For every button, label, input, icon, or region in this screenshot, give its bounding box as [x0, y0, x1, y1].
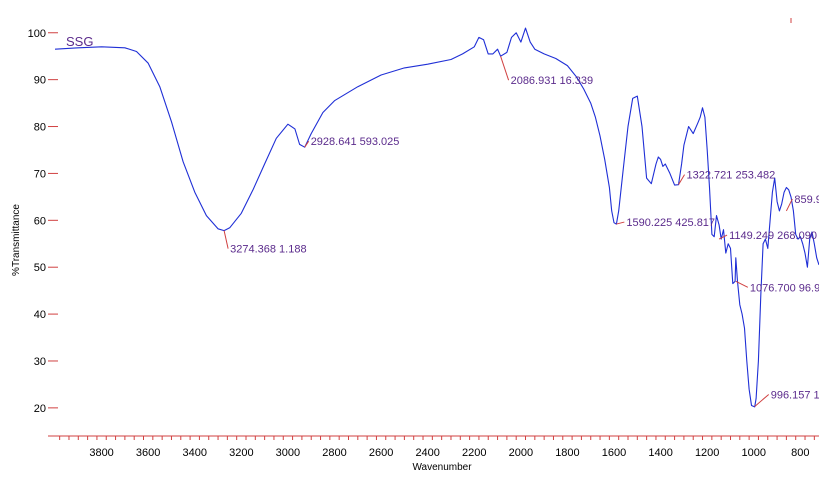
peak-leader-line [718, 234, 728, 240]
peak-leader-line [754, 394, 770, 407]
peak-leader-line [500, 56, 510, 81]
x-tick-label: 2000 [509, 447, 533, 459]
peak-label: 1076.700 96.910 [750, 282, 819, 294]
x-tick-label: 1800 [555, 447, 579, 459]
peak-leader-line [785, 198, 793, 212]
series-layer [54, 27, 819, 408]
y-tick-label: 100 [28, 28, 46, 40]
peak-leader-line [678, 174, 685, 185]
x-tick-label: 1600 [602, 447, 626, 459]
peak-leader-line [735, 280, 749, 288]
x-tick-label: 2200 [462, 447, 486, 459]
series-line-0 [54, 27, 819, 408]
peak-leader-line [616, 221, 625, 225]
peak-label: 1149.249 268.090 [729, 230, 817, 242]
peak-label: 3274.368 1.188 [230, 244, 306, 256]
x-tick-label: 3000 [276, 447, 300, 459]
x-tick-label: 2400 [415, 447, 439, 459]
y-axis-title: %Transmittance [11, 204, 22, 276]
x-tick-label: 1000 [742, 447, 766, 459]
y-tick-label: 70 [34, 168, 46, 180]
peak-label: 996.157 1672. [771, 389, 819, 401]
y-tick-label: 60 [34, 215, 46, 227]
x-axis-title: Wavenumber [412, 462, 472, 473]
y-tick-labels: 20 30 40 50 60 70 80 90 100 [28, 28, 46, 415]
x-tick-label: 3200 [229, 447, 253, 459]
peak-label: 2086.931 16.339 [511, 75, 594, 87]
peak-label: 1322.721 253.482 [687, 170, 776, 182]
peak-label: 1590.225 425.817 [626, 217, 715, 229]
x-tick-label: 3400 [183, 447, 207, 459]
y-tick-label: 30 [34, 356, 46, 368]
peak-label: 859.9 [794, 194, 819, 206]
x-tick-label: 800 [791, 447, 809, 459]
x-tick-label: 3600 [136, 447, 160, 459]
tick-marks [48, 32, 815, 440]
x-tick-label: 2600 [369, 447, 393, 459]
series-name-label: SSG [66, 34, 93, 49]
y-tick-label: 90 [34, 75, 46, 87]
x-tick-labels: 3800 3600 3400 3200 3000 2800 2600 2400 2200 2000… [89, 447, 809, 459]
y-tick-label: 40 [34, 309, 46, 321]
peak-leader-line [304, 140, 310, 148]
x-tick-label: 3800 [89, 447, 113, 459]
x-tick-label: 2800 [322, 447, 346, 459]
peak-annotations: 3274.368 1.188 2928.641 593.025 2086.931 1… [223, 56, 819, 407]
peak-label: 2928.641 593.025 [311, 136, 400, 148]
peak-leader-line [223, 230, 229, 249]
y-tick-label: 80 [34, 122, 46, 134]
y-tick-label: 20 [34, 403, 46, 415]
x-tick-label: 1200 [695, 447, 719, 459]
x-tick-label: 1400 [648, 447, 672, 459]
y-tick-label: 50 [34, 262, 46, 274]
